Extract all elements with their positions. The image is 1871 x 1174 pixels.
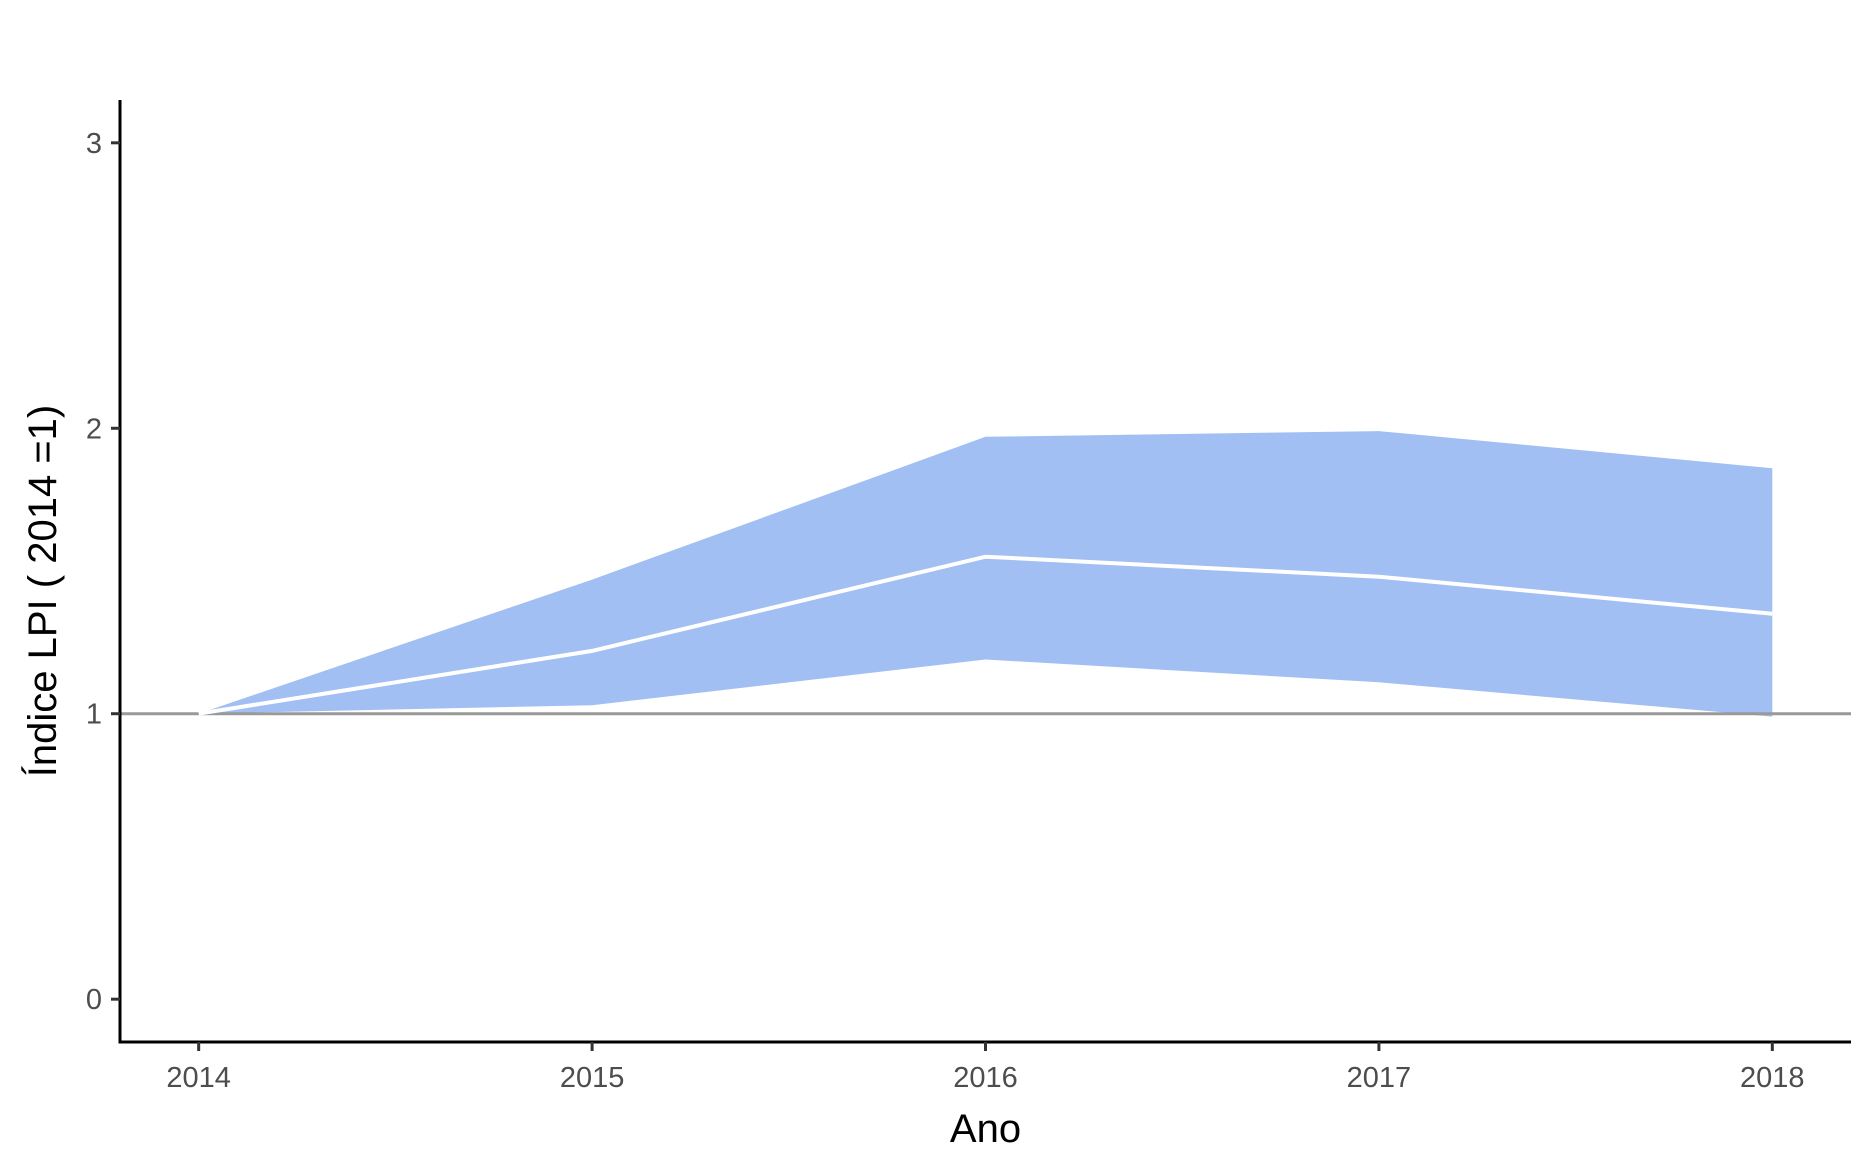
x-tick-label: 2016 (953, 1062, 1018, 1094)
y-axis-title: Índice LPI ( 2014 =1) (20, 405, 65, 777)
x-tick-label: 2014 (166, 1062, 231, 1094)
y-tick-label: 0 (86, 984, 102, 1016)
x-tick-label: 2015 (560, 1062, 625, 1094)
confidence-band-0 (198, 431, 1773, 717)
x-axis-ticks: 2014 2015 2016 2017 2018 (166, 1042, 1805, 1094)
series-line-0 (198, 554, 1773, 716)
y-tick-label: 3 (86, 128, 102, 160)
y-axis-ticks: 0 1 2 3 (86, 128, 120, 1016)
y-tick-label: 1 (86, 699, 102, 731)
series-lines (198, 554, 1773, 716)
y-tick-label: 2 (86, 413, 102, 445)
x-tick-label: 2017 (1347, 1062, 1412, 1094)
x-axis-title: Ano (950, 1107, 1021, 1151)
x-tick-label: 2018 (1740, 1062, 1805, 1094)
confidence-bands (198, 431, 1773, 717)
